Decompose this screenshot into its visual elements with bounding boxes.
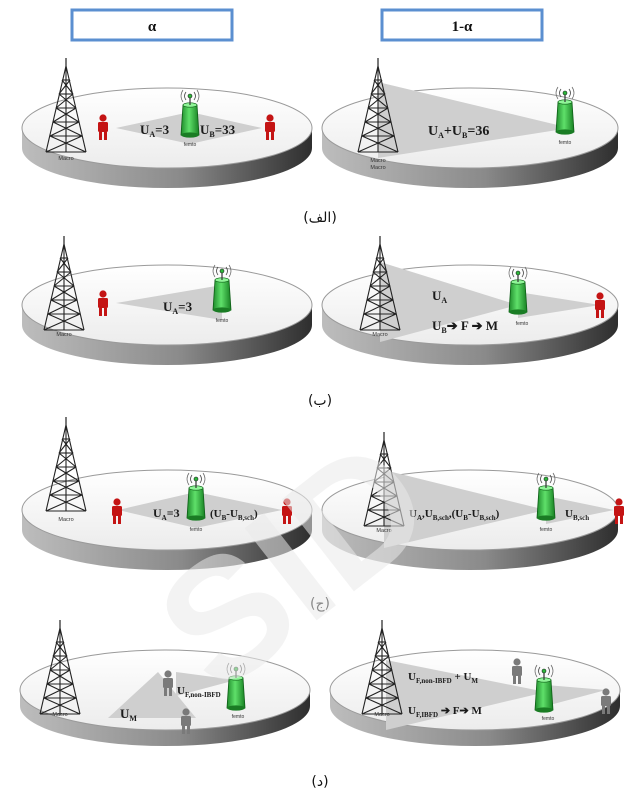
macro-label: Macro: [56, 332, 71, 338]
femto-label: femto: [516, 321, 529, 327]
femto-label: femto: [184, 142, 197, 148]
macro-label-extra: Macro: [370, 165, 385, 171]
femto-label: femto: [559, 140, 572, 146]
panel-d-left: Macro femto UM UF,non-IBFD: [19, 619, 311, 746]
femto-label: femto: [542, 716, 555, 722]
macro-label: Macro: [58, 156, 73, 162]
caption-b: (ب): [308, 393, 332, 409]
macro-label: Macro: [372, 332, 387, 338]
label-ua: UA=3: [153, 506, 180, 522]
caption-d: (د): [311, 774, 328, 790]
panel-b-left: Macro femto UA=3: [21, 235, 313, 365]
header-one-minus-alpha: 1-α: [452, 19, 473, 35]
caption-a: (الف): [303, 210, 337, 226]
panel-b-right: Macro femto UA UB➔ F ➔ M: [321, 235, 619, 365]
macro-label: Macro: [52, 712, 67, 718]
femto-label: femto: [540, 527, 553, 533]
panel-c-right: Macro femto UA,UB,sch,(UB-UB,sch) UB,sch: [321, 431, 624, 570]
label-ua-ub-sch: UA,UB,sch,(UB-UB,sch): [409, 508, 500, 522]
user-icon: [614, 498, 624, 524]
header-alpha: α: [148, 19, 157, 35]
label-uf-non-ibfd-plus-um: UF,non-IBFD + UM: [408, 671, 478, 685]
macro-label: Macro: [374, 712, 389, 718]
femto-label: femto: [190, 527, 203, 533]
label-um: UM: [120, 706, 137, 723]
panel-d-right: Macro femto UF,non-IBFD + UM UF,IBFD ➔ F…: [329, 619, 621, 746]
label-ua: UA=3: [163, 299, 193, 316]
panel-a-right: Macro Macro femto UA+UB=36: [321, 57, 619, 188]
femto-icon: [555, 86, 575, 136]
label-ub-minus-sch: (UB-UB,sch): [210, 508, 258, 522]
macro-label: Macro: [370, 158, 385, 164]
header-alpha-box: [70, 8, 234, 42]
label-uf-ibfd-chain: UF,IBFD ➔ F➔ M: [408, 705, 482, 719]
panel-a-left: Macro femto UA=3 UB=33: [21, 57, 313, 188]
label-uf-non-ibfd: UF,non-IBFD: [177, 685, 221, 699]
femto-label: femto: [216, 318, 229, 324]
label-ua: UA: [432, 288, 447, 305]
label-ua: UA=3: [140, 122, 170, 139]
label-ub-sch: UB,sch: [565, 508, 589, 522]
macro-label: Macro: [376, 528, 391, 534]
label-ub: UB=33: [200, 122, 236, 139]
caption-c: (ج): [310, 596, 330, 612]
header-one-minus-alpha-box: [380, 8, 544, 42]
label-ub-chain: UB➔ F ➔ M: [432, 318, 498, 335]
label-ua-plus-ub: UA+UB=36: [428, 124, 489, 140]
panel-c-left: Macro femto UA=3 (UB-UB,sch): [21, 416, 313, 570]
femto-label: femto: [232, 714, 245, 720]
macro-label: Macro: [58, 517, 73, 523]
